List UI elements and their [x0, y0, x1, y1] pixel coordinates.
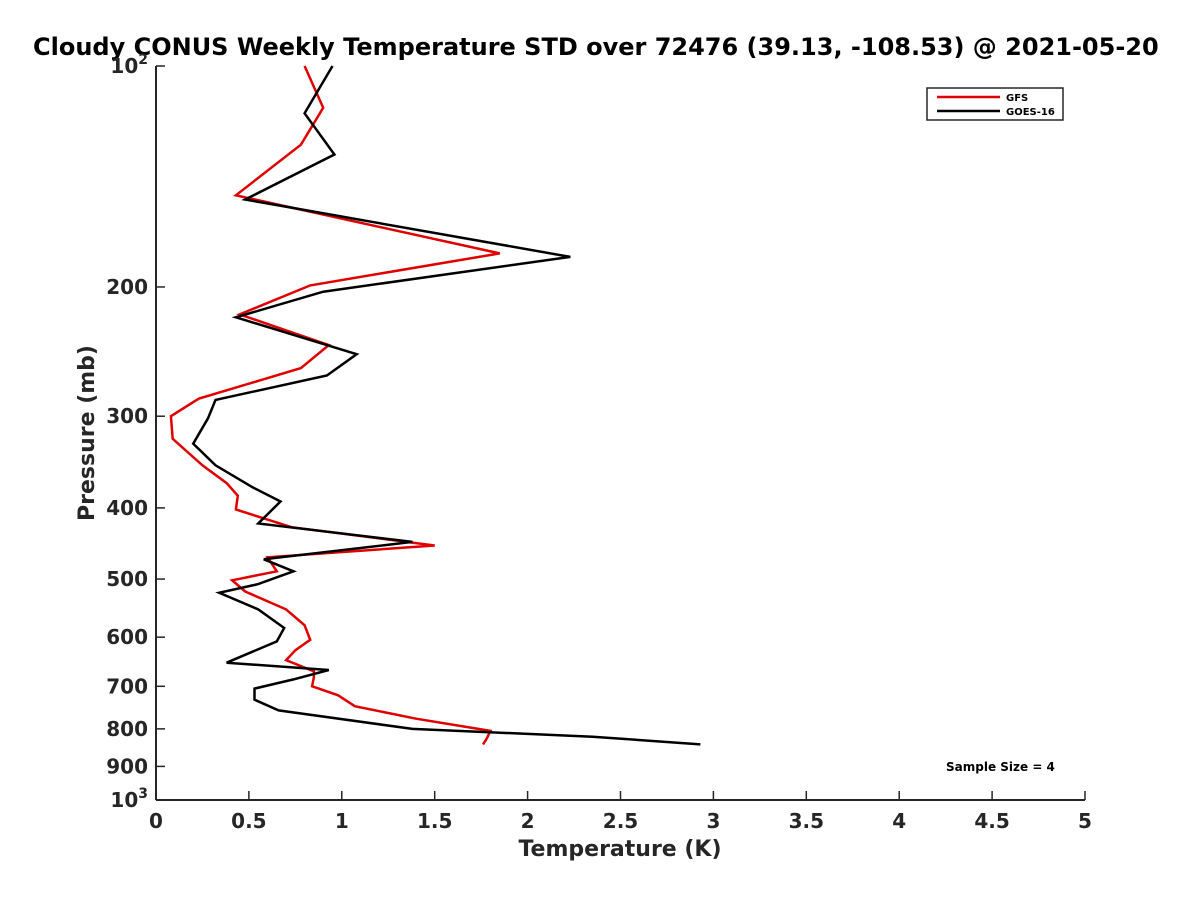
x-tick-label: 3: [706, 809, 720, 833]
x-tick-label: 0: [149, 809, 163, 833]
y-tick-label: 500: [106, 567, 148, 591]
legend: GFS GOES-16: [926, 87, 1064, 121]
x-tick-label: 5: [1078, 809, 1092, 833]
y-tick-label: 600: [106, 625, 148, 649]
y-axis: 102 200 300 400 500 600 700 800 900 103: [106, 52, 165, 812]
x-axis-label: Temperature (K): [518, 837, 721, 862]
y-axis-label: Pressure (mb): [75, 345, 100, 521]
y-tick-label: 103: [110, 786, 148, 812]
legend-box: [926, 87, 1064, 121]
x-tick-label: 0.5: [231, 809, 266, 833]
series-line-goes-16: [191, 65, 701, 746]
sample-size-annotation: Sample Size = 4: [946, 760, 1055, 774]
x-axis: 0 0.5 1 1.5 2 2.5 3 3.5 4 4.5 5: [149, 791, 1092, 833]
y-tick-label: 400: [106, 496, 148, 520]
y-tick-label: 200: [106, 275, 148, 299]
y-tick-label: 102: [110, 52, 148, 78]
x-tick-label: 2.5: [603, 809, 638, 833]
y-tick-label: 900: [106, 754, 148, 778]
x-tick-label: 4: [892, 809, 906, 833]
x-tick-label: 4.5: [974, 809, 1009, 833]
y-tick-label: 700: [106, 674, 148, 698]
x-tick-label: 1.5: [417, 809, 452, 833]
x-tick-label: 1: [335, 809, 349, 833]
plot-frame: [155, 66, 1085, 801]
y-tick-label: 300: [106, 404, 148, 428]
series-line-gfs: [169, 65, 500, 746]
series-layer: [169, 65, 701, 746]
legend-label-goes-16: GOES-16: [1006, 107, 1055, 118]
legend-label-gfs: GFS: [1006, 93, 1028, 104]
x-tick-label: 3.5: [789, 809, 824, 833]
y-tick-label: 800: [106, 717, 148, 741]
x-tick-label: 2: [521, 809, 535, 833]
chart-title: Cloudy CONUS Weekly Temperature STD over…: [33, 33, 1159, 61]
